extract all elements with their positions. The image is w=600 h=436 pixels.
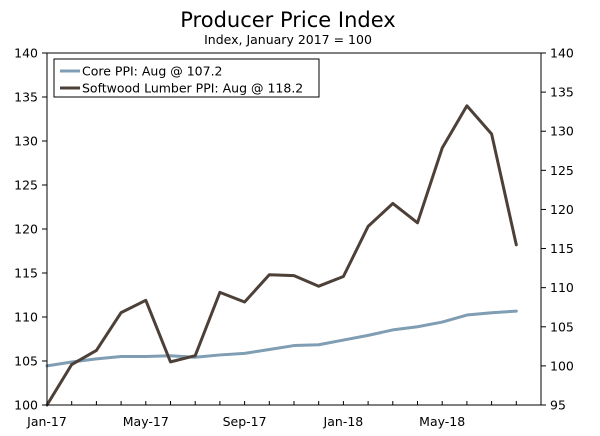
left-tick-label-135: 135 [14, 90, 38, 105]
left-tick-label-120: 120 [14, 222, 38, 237]
left-tick-label-110: 110 [14, 310, 38, 325]
left-tick-label-100: 100 [14, 398, 38, 413]
series-line-core-ppi [45, 309, 518, 368]
right-tick-label-115: 115 [550, 241, 574, 256]
series-lines [45, 104, 518, 407]
legend-box [53, 58, 320, 98]
left-tick-label-140: 140 [14, 46, 38, 61]
left-tick-label-125: 125 [14, 178, 38, 193]
chart-title: Producer Price Index [180, 8, 395, 32]
left-tick-label-130: 130 [14, 134, 38, 149]
axis-ticks: 100 105 110 115 120 125 130 135 140 95 100 105 110 11… [14, 46, 574, 430]
right-tick-label-95: 95 [550, 398, 566, 413]
right-tick-label-105: 105 [550, 319, 574, 334]
right-tick-label-100: 100 [550, 358, 574, 373]
right-tick-label-125: 125 [550, 163, 574, 178]
left-tick-label-105: 105 [14, 354, 38, 369]
x-tick-label-May-18: May-18 [419, 414, 465, 429]
right-tick-label-135: 135 [550, 85, 574, 100]
series-line-softwood-lumber-ppi [45, 104, 518, 407]
right-tick-label-120: 120 [550, 202, 574, 217]
x-tick-label-Jan-17: Jan-17 [26, 414, 67, 429]
right-tick-label-140: 140 [550, 46, 574, 61]
legend-label-core-ppi: Core PPI: Aug @ 107.2 [82, 64, 223, 79]
chart-subtitle: Index, January 2017 = 100 [204, 32, 372, 47]
legend: Core PPI: Aug @ 107.2 Softwood Lumber PP… [53, 58, 320, 98]
legend-label-softwood-lumber-ppi: Softwood Lumber PPI: Aug @ 118.2 [82, 81, 303, 96]
x-tick-label-Sep-17: Sep-17 [223, 414, 267, 429]
left-tick-label-115: 115 [14, 266, 38, 281]
right-tick-label-110: 110 [550, 280, 574, 295]
plot-frame [46, 52, 542, 406]
x-tick-label-May-17: May-17 [123, 414, 169, 429]
right-tick-label-130: 130 [550, 124, 574, 139]
x-tick-label-Jan-18: Jan-18 [323, 414, 364, 429]
